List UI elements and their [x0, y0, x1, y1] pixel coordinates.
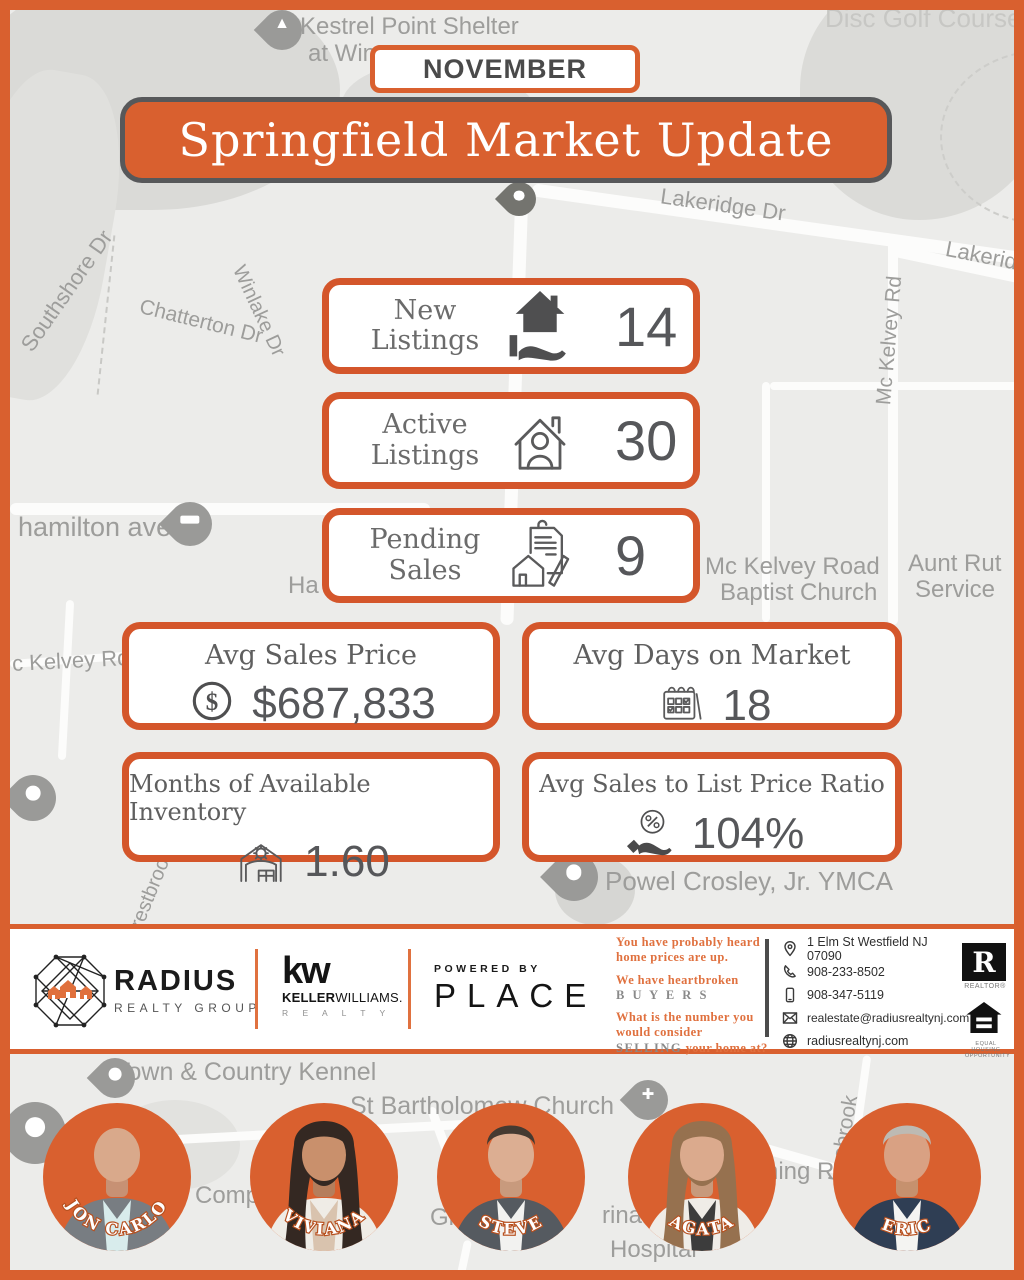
location-pin-icon	[784, 940, 796, 956]
marketing-pitch: You have probably heard home prices are …	[616, 935, 768, 1056]
stat-value: 1.60	[304, 836, 390, 886]
stat-card-avg-sales-price: Avg Sales Price $ $687,833	[122, 622, 500, 730]
stat-value: 18	[722, 680, 772, 730]
stat-label: Avg Sales to List Price Ratio	[539, 770, 885, 798]
stat-card-active-listings: Active Listings 30	[322, 392, 700, 489]
agent-photo: AGATA	[642, 1121, 762, 1251]
dollar-circle-icon: $	[186, 675, 238, 732]
pitch-line-3: What is the number you would consider SE…	[616, 1010, 768, 1055]
month-badge-label: NOVEMBER	[422, 53, 587, 84]
footer-band: RADIUS REALTY GROUP kw KELLERWILLIAMS. R…	[10, 924, 1014, 1059]
svg-text:$: $	[206, 689, 218, 716]
stat-value: 30	[615, 409, 678, 472]
stat-label: Pending Sales	[369, 524, 481, 586]
map-label-aunt2: Service	[915, 576, 996, 603]
house-in-hand-icon	[499, 288, 581, 364]
divider	[255, 949, 258, 1029]
month-badge: NOVEMBER	[370, 45, 640, 93]
warehouse-icon	[232, 830, 290, 893]
stat-label: New Listings	[370, 294, 480, 356]
map-label-ckelvey: c Kelvey Rd	[11, 644, 130, 677]
stat-card-sales-to-list-ratio: Avg Sales to List Price Ratio 104%	[522, 752, 902, 862]
map-road	[888, 235, 898, 625]
agent-avatar-jon-carlo: JON CARLO	[43, 1103, 191, 1251]
contact-phone: 908-233-8502	[782, 960, 962, 983]
contract-pencil-house-icon	[499, 517, 581, 595]
map-label-aunt1: Aunt Rut	[908, 550, 1002, 577]
agent-avatar-viviana: VIVIANA	[250, 1103, 398, 1251]
phone-icon	[783, 964, 796, 978]
map-label-disc-golf: Disc Golf Course	[825, 10, 1014, 33]
map-pin-kennel-icon	[86, 1049, 144, 1107]
divider	[765, 939, 769, 1037]
map-label-hamilton: hamilton ave	[18, 512, 172, 542]
page-title: Springfield Market Update	[178, 113, 834, 167]
pitch-line-1: You have probably heard home prices are …	[616, 935, 761, 965]
divider	[408, 949, 411, 1029]
agent-photo: STEVE	[451, 1125, 571, 1251]
stat-card-pending-sales: Pending Sales 9	[322, 508, 700, 603]
agent-photo: ERIC	[847, 1125, 967, 1251]
map-pin-icon	[494, 174, 544, 224]
percent-hand-icon	[620, 802, 678, 865]
map-label-baptist2: Baptist Church	[720, 579, 878, 606]
map-road	[770, 382, 1014, 390]
map-label-baptist1: Mc Kelvey Road	[705, 553, 880, 580]
title-banner: Springfield Market Update	[120, 97, 892, 183]
email-icon	[782, 1011, 798, 1024]
agent-name: ERIC	[878, 1214, 933, 1241]
agent-avatar-agata: AGATA	[628, 1103, 776, 1251]
contact-email: realestate@radiusrealtynj.com	[782, 1006, 969, 1029]
map-pin-icon	[10, 1089, 79, 1177]
map-label-town-kennel: Town & Country Kennel	[115, 1058, 377, 1086]
map-label-kestrel: Kestrel Point Shelter	[300, 13, 519, 40]
stat-card-avg-days-on-market: Avg Days on Market 18	[522, 622, 902, 730]
powered-by-place-logo: POWERED BY PLACE	[434, 963, 598, 1014]
radius-logo	[32, 953, 108, 1034]
house-person-icon	[499, 401, 581, 481]
stat-value: 14	[615, 294, 678, 358]
map-road	[455, 1239, 473, 1270]
map-road	[10, 503, 430, 515]
map-pin-church-icon: ✚	[619, 1071, 677, 1129]
stat-label: Months of Available Inventory	[129, 770, 371, 826]
map-road	[762, 382, 770, 622]
stat-value: 9	[615, 524, 647, 587]
map-pin-hotel-icon	[158, 492, 222, 556]
map-pin-tree-icon: ▲	[253, 10, 311, 59]
agent-avatar-steve: STEVE	[437, 1103, 585, 1251]
equal-housing-logo: EQUAL HOUSING OPPORTUNITY	[965, 1001, 1010, 1059]
stat-value: 104%	[691, 808, 805, 858]
calendar-icon	[653, 675, 709, 736]
contact-mobile: 908-347-5119	[782, 983, 962, 1006]
stat-label: Active Listings	[370, 409, 480, 471]
stat-card-new-listings: New Listings 14	[322, 278, 700, 374]
pitch-line-2: We have heartbroken B U Y E R S	[616, 972, 739, 1002]
map-pin-icon	[10, 765, 66, 831]
stat-card-months-inventory: Months of Available Inventory 1.60	[122, 752, 500, 886]
stat-value: $687,833	[252, 678, 436, 728]
stat-label: Avg Days on Market	[573, 640, 851, 671]
agent-avatar-eric: ERIC	[833, 1103, 981, 1251]
realtor-logo: R REALTOR®	[962, 943, 1008, 990]
stat-label: Avg Sales Price	[205, 640, 417, 671]
map-label-powel: Powel Crosley, Jr. YMCA	[605, 866, 894, 896]
contact-website: radiusrealtynj.com	[782, 1029, 962, 1052]
keller-williams-logo: kw KELLERWILLIAMS. R E A L T Y	[282, 950, 403, 1019]
mobile-phone-icon	[785, 987, 795, 1002]
agent-photo: VIVIANA	[264, 1121, 384, 1251]
map-background: Kestrel Point Shelter at Wint Disc Golf …	[10, 10, 1014, 1270]
contact-address: 1 Elm St Westfield NJ 07090	[782, 935, 962, 963]
contact-block: 1 Elm St Westfield NJ 07090 908-233-8502…	[782, 935, 969, 1052]
radius-wordmark: RADIUS REALTY GROUP	[114, 965, 261, 1016]
map-road	[57, 599, 75, 761]
svg-text:ERIC: ERIC	[879, 1215, 934, 1239]
map-label-ha: Ha	[288, 572, 319, 599]
globe-icon	[782, 1033, 798, 1048]
agent-photo: JON CARLO	[57, 1128, 177, 1251]
map-pin-ymca-icon	[540, 843, 608, 911]
